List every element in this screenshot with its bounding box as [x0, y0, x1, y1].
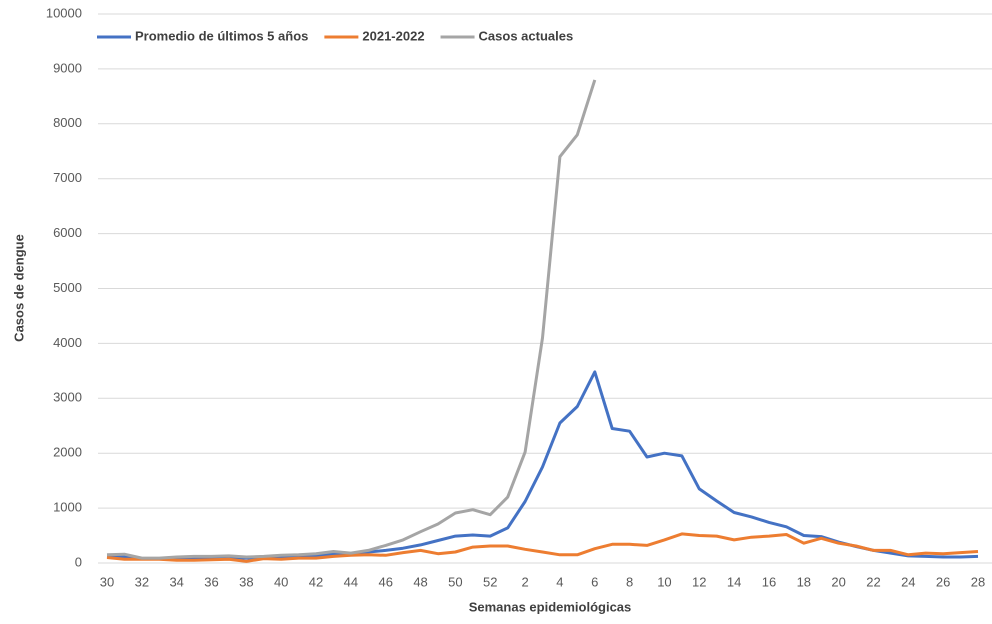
x-tick-label: 36	[204, 574, 218, 589]
x-tick-label: 14	[727, 574, 741, 589]
y-tick-label: 4000	[53, 335, 82, 350]
y-tick-label: 8000	[53, 115, 82, 130]
y-axis-label: Casos de dengue	[11, 234, 26, 342]
x-tick-label: 40	[274, 574, 288, 589]
y-tick-label: 7000	[53, 170, 82, 185]
x-tick-label: 12	[692, 574, 706, 589]
x-tick-label: 50	[448, 574, 462, 589]
x-tick-label: 48	[413, 574, 427, 589]
y-tick-label: 0	[75, 554, 82, 569]
x-axis-label: Semanas epidemiológicas	[469, 599, 632, 614]
legend-label: 2021-2022	[362, 28, 424, 43]
x-tick-label: 2	[521, 574, 528, 589]
x-tick-label: 28	[971, 574, 985, 589]
x-tick-label: 46	[378, 574, 392, 589]
x-tick-label: 32	[135, 574, 149, 589]
y-tick-label: 6000	[53, 225, 82, 240]
x-tick-label: 16	[762, 574, 776, 589]
x-tick-label: 20	[831, 574, 845, 589]
x-tick-label: 26	[936, 574, 950, 589]
y-tick-label: 5000	[53, 280, 82, 295]
legend-label: Promedio de últimos 5 años	[135, 28, 308, 43]
x-tick-label: 6	[591, 574, 598, 589]
line-series	[106, 79, 597, 560]
x-tick-label: 42	[309, 574, 323, 589]
x-tick-label: 44	[344, 574, 358, 589]
y-tick-label: 1000	[53, 500, 82, 515]
y-tick-label: 9000	[53, 60, 82, 75]
legend-label: Casos actuales	[479, 28, 574, 43]
x-tick-label: 30	[100, 574, 114, 589]
x-tick-label: 4	[556, 574, 563, 589]
x-tick-label: 10	[657, 574, 671, 589]
y-tick-label: 3000	[53, 390, 82, 405]
x-tick-label: 18	[797, 574, 811, 589]
x-tick-label: 34	[169, 574, 183, 589]
y-tick-label: 10000	[46, 5, 82, 20]
x-tick-label: 8	[626, 574, 633, 589]
line-series	[106, 370, 979, 561]
x-tick-label: 38	[239, 574, 253, 589]
line-series	[106, 532, 979, 563]
x-tick-label: 24	[901, 574, 915, 589]
x-tick-label: 52	[483, 574, 497, 589]
y-tick-label: 2000	[53, 445, 82, 460]
x-tick-label: 22	[866, 574, 880, 589]
